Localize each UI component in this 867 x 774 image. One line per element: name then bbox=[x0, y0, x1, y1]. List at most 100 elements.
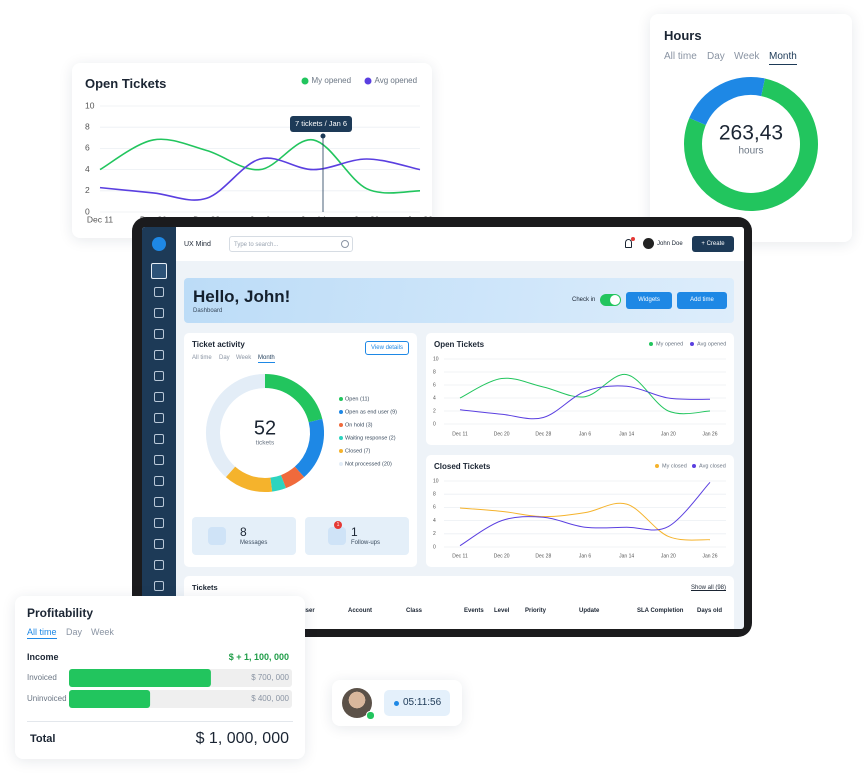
stat-label: Follow-ups bbox=[351, 540, 381, 546]
bell-icon[interactable] bbox=[625, 239, 632, 248]
total-label: Total bbox=[30, 733, 56, 745]
y-tick-label: 8 bbox=[85, 121, 90, 131]
legend-label: Closed (7) bbox=[345, 448, 371, 454]
nav-icon bbox=[154, 350, 164, 360]
tab[interactable]: Day bbox=[219, 355, 230, 361]
column-header: Update bbox=[579, 608, 600, 614]
y-tick-label: 2 bbox=[433, 531, 436, 537]
x-tick-label: Dec 11 bbox=[452, 553, 468, 559]
messages-stat[interactable]: 8 Messages bbox=[192, 517, 296, 555]
widgets-button[interactable]: Widgets bbox=[626, 292, 672, 309]
tab[interactable]: Week bbox=[236, 355, 252, 361]
view-details-button[interactable]: View details bbox=[365, 341, 409, 355]
tab-active[interactable]: Month bbox=[769, 52, 797, 65]
nav-icon bbox=[154, 476, 164, 486]
y-tick-label: 6 bbox=[85, 143, 90, 153]
profit-bars: Invoiced $ 700, 000 Uninvoiced $ 400, 000 bbox=[27, 669, 292, 708]
donut-segment bbox=[270, 475, 286, 492]
subtitle: Dashboard bbox=[193, 308, 223, 314]
total-value: $ 1, 000, 000 bbox=[195, 730, 289, 747]
legend-label: Open (11) bbox=[345, 396, 370, 402]
card-title: Tickets bbox=[192, 583, 218, 592]
tab[interactable]: Day bbox=[707, 51, 725, 62]
line-series bbox=[459, 374, 711, 415]
nav-icon bbox=[154, 434, 164, 444]
nav-icon bbox=[154, 329, 164, 339]
nav-icon bbox=[154, 371, 164, 381]
notification-dot bbox=[631, 237, 635, 241]
sidebar-toggle[interactable] bbox=[152, 237, 166, 251]
nav-icon bbox=[154, 539, 164, 549]
y-tick-label: 0 bbox=[85, 206, 90, 216]
timer-dot bbox=[394, 701, 399, 706]
timer-card: 05:11:56 bbox=[332, 680, 462, 726]
x-tick-label: Jan 20 bbox=[661, 431, 676, 437]
card-title: Open Tickets bbox=[434, 340, 485, 349]
x-tick-label: Jan 26 bbox=[702, 431, 717, 437]
tablet-frame: UX Mind Type to search... John Doe + Cre… bbox=[132, 217, 752, 637]
y-tick-label: 4 bbox=[433, 395, 436, 401]
legend-label: Avg opened bbox=[375, 76, 418, 85]
tab-active[interactable]: Month bbox=[258, 355, 275, 363]
y-tick-label: 10 bbox=[433, 356, 439, 362]
legend-swatch bbox=[364, 77, 372, 85]
donut-segment bbox=[689, 77, 765, 126]
donut-segment bbox=[206, 374, 266, 478]
add-time-button[interactable]: Add time bbox=[677, 292, 727, 309]
create-button[interactable]: + Create bbox=[692, 236, 734, 252]
y-tick-label: 8 bbox=[433, 369, 436, 375]
search-box[interactable]: Type to search... bbox=[229, 236, 353, 252]
stat-value: 8 bbox=[240, 525, 247, 539]
bar-value-label: $ 700, 000 bbox=[251, 673, 289, 682]
x-tick-label: Jan 6 bbox=[579, 553, 591, 559]
nav-icon bbox=[154, 497, 164, 507]
tab[interactable]: Week bbox=[91, 627, 114, 637]
tab-active[interactable]: All time bbox=[27, 627, 57, 639]
card-title: Ticket activity bbox=[192, 340, 245, 349]
column-header: Account bbox=[348, 608, 372, 614]
tab[interactable]: All time bbox=[664, 51, 697, 62]
toggle-knob bbox=[610, 295, 620, 305]
timer-pill[interactable]: 05:11:56 bbox=[384, 690, 450, 716]
user-name[interactable]: John Doe bbox=[657, 241, 683, 247]
show-all-link[interactable]: Show all (98) bbox=[690, 585, 726, 591]
screen: UX Mind Type to search... John Doe + Cre… bbox=[142, 227, 744, 629]
x-tick-label: Dec 20 bbox=[494, 431, 510, 437]
tab[interactable]: Week bbox=[734, 51, 760, 62]
closed-tickets-card: Closed Tickets 0 2 4 6 8 10 Dec 11 Dec 20 Dec 28… bbox=[426, 455, 734, 567]
donut-segment bbox=[225, 466, 273, 492]
x-tick-label: Dec 28 bbox=[535, 553, 551, 559]
income-value: $ + 1, 100, 000 bbox=[228, 652, 289, 662]
nav-icon bbox=[154, 308, 164, 318]
row-label: Uninvoiced bbox=[27, 694, 67, 703]
divider bbox=[27, 721, 293, 722]
check-in-toggle[interactable] bbox=[600, 294, 621, 306]
legend-swatch bbox=[692, 464, 696, 468]
donut-center-value: 52 bbox=[254, 417, 276, 439]
legend-swatch bbox=[339, 449, 343, 453]
y-tick-label: 4 bbox=[433, 518, 436, 524]
donut-center-value: 263,43 bbox=[719, 122, 783, 145]
legend-swatch bbox=[301, 77, 309, 85]
workspace[interactable]: UX Mind bbox=[184, 241, 211, 248]
topbar: UX Mind Type to search... John Doe + Cre… bbox=[176, 227, 744, 261]
ticket-activity-card: Ticket activity View details All time Da… bbox=[184, 333, 417, 567]
card-title: Hours bbox=[664, 28, 702, 43]
card-title: Closed Tickets bbox=[434, 462, 491, 471]
donut-chart: 52 tickets Open (11) Open as end user (9)… bbox=[206, 374, 397, 492]
bar bbox=[69, 690, 151, 708]
x-tick-label: Jan 26 bbox=[702, 553, 717, 559]
legend-swatch bbox=[339, 410, 343, 414]
search-placeholder: Type to search... bbox=[234, 241, 279, 248]
x-tick-label: Dec 11 bbox=[452, 431, 468, 437]
legend-swatch bbox=[339, 397, 343, 401]
y-tick-label: 4 bbox=[85, 164, 90, 174]
tab[interactable]: Day bbox=[66, 627, 83, 637]
legend-swatch bbox=[339, 436, 343, 440]
follow-ups-stat[interactable]: 1 1 Follow-ups bbox=[305, 517, 409, 555]
tab[interactable]: All time bbox=[192, 355, 212, 361]
line-series bbox=[459, 481, 711, 547]
legend-label: Waiting response (2) bbox=[345, 435, 396, 441]
legend-swatch bbox=[339, 462, 343, 466]
